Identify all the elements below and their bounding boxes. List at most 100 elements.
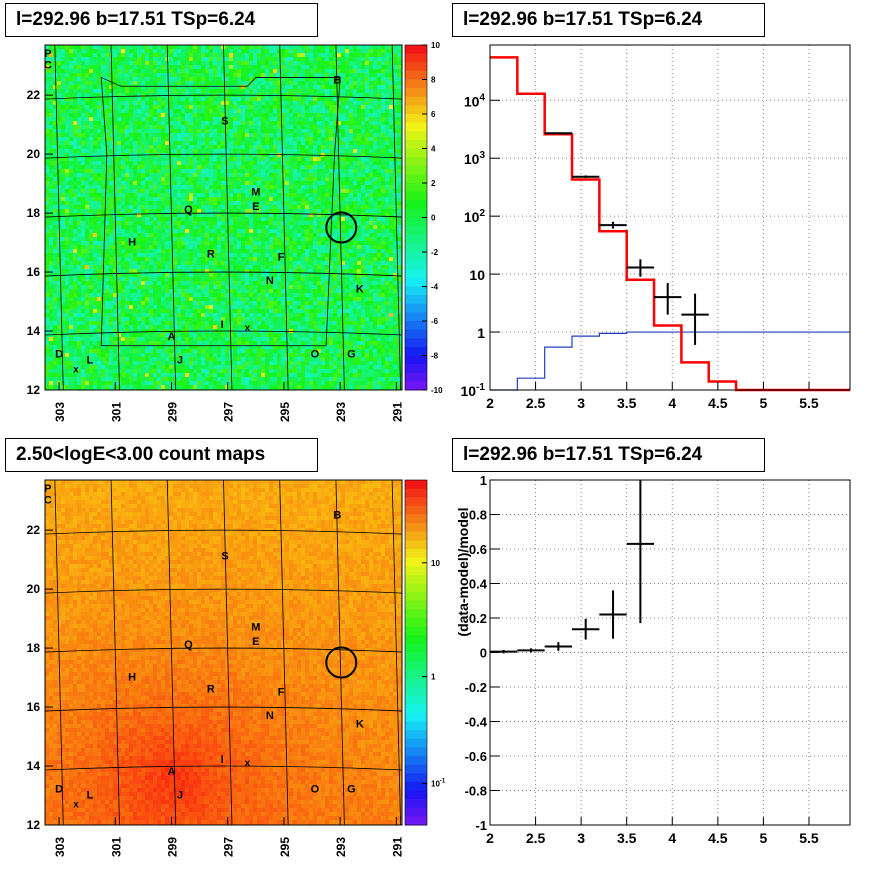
- heatmap-cell: [89, 249, 93, 253]
- heatmap-cell: [241, 197, 245, 201]
- heatmap-cell: [241, 109, 245, 113]
- heatmap-cell: [329, 113, 333, 117]
- top-right-title: l=292.96 b=17.51 TSp=6.24: [452, 3, 765, 37]
- heatmap-cell: [121, 45, 125, 49]
- heatmap-cell: [317, 165, 321, 169]
- heatmap-cell: [105, 241, 109, 245]
- heatmap-cell: [393, 261, 397, 265]
- heatmap-cell: [357, 69, 361, 73]
- heatmap-cell: [133, 101, 137, 105]
- heatmap-cell: [381, 49, 385, 53]
- heatmap-cell: [205, 125, 209, 129]
- heatmap-cell: [241, 145, 245, 149]
- heatmap-cell: [157, 221, 161, 225]
- heatmap-cell: [105, 205, 109, 209]
- heatmap-cell: [365, 241, 369, 245]
- heatmap-cell: [117, 121, 121, 125]
- heatmap-cell: [73, 65, 77, 69]
- heatmap-cell: [97, 209, 101, 213]
- heatmap-cell: [57, 193, 61, 197]
- heatmap-cell: [229, 157, 233, 161]
- heatmap-cell: [93, 161, 97, 165]
- heatmap-cell: [377, 189, 381, 193]
- heatmap-cell: [309, 105, 313, 109]
- heatmap-cell: [281, 77, 285, 81]
- heatmap-cell: [49, 149, 53, 153]
- heatmap-cell: [385, 45, 389, 49]
- heatmap-cell: [165, 249, 169, 253]
- heatmap-cell: [281, 53, 285, 57]
- heatmap-cell: [393, 193, 397, 197]
- heatmap-cell: [173, 85, 177, 89]
- heatmap-cell: [217, 69, 221, 73]
- heatmap-cell: [65, 213, 69, 217]
- heatmap-cell: [369, 117, 373, 121]
- heatmap-cell: [177, 117, 181, 121]
- heatmap-cell: [45, 141, 49, 145]
- heatmap-cell: [181, 241, 185, 245]
- heatmap-cell: [293, 97, 297, 101]
- heatmap-cell: [393, 205, 397, 209]
- heatmap-cell: [217, 245, 221, 249]
- heatmap-cell: [45, 233, 49, 237]
- heatmap-cell: [65, 249, 69, 253]
- heatmap-cell: [273, 157, 277, 161]
- heatmap-cell: [257, 137, 261, 141]
- heatmap-cell: [289, 169, 293, 173]
- heatmap-cell: [125, 141, 129, 145]
- heatmap-cell: [237, 201, 241, 205]
- heatmap-cell: [365, 177, 369, 181]
- heatmap-cell: [165, 105, 169, 109]
- heatmap-cell: [157, 65, 161, 69]
- heatmap-cell: [309, 185, 313, 189]
- heatmap-cell: [345, 65, 349, 69]
- heatmap-cell: [365, 141, 369, 145]
- heatmap-cell: [369, 201, 373, 205]
- heatmap-cell: [369, 137, 373, 141]
- heatmap-cell: [317, 225, 321, 229]
- heatmap-cell: [225, 221, 229, 225]
- heatmap-cell: [221, 209, 225, 213]
- heatmap-cell: [349, 177, 353, 181]
- heatmap-cell: [225, 165, 229, 169]
- heatmap-cell: [197, 253, 201, 257]
- heatmap-cell: [97, 229, 101, 233]
- heatmap-cell: [325, 65, 329, 69]
- heatmap-cell: [357, 61, 361, 65]
- heatmap-cell: [341, 113, 345, 117]
- heatmap-cell: [281, 209, 285, 213]
- heatmap-cell: [177, 89, 181, 93]
- heatmap-cell: [293, 237, 297, 241]
- heatmap-cell: [369, 133, 373, 137]
- heatmap-cell: [189, 161, 193, 165]
- heatmap-cell: [57, 165, 61, 169]
- heatmap-cell: [57, 261, 61, 265]
- heatmap-cell: [389, 45, 393, 49]
- heatmap-cell: [397, 165, 401, 169]
- heatmap-cell: [261, 161, 265, 165]
- heatmap-cell: [289, 165, 293, 169]
- heatmap-cell: [53, 89, 57, 93]
- heatmap-cell: [153, 101, 157, 105]
- heatmap-cell: [121, 117, 125, 121]
- heatmap-cell: [149, 117, 153, 121]
- heatmap-cell: [341, 81, 345, 85]
- heatmap-cell: [141, 213, 145, 217]
- heatmap-cell: [145, 157, 149, 161]
- heatmap-cell: [325, 205, 329, 209]
- heatmap-cell: [389, 57, 393, 61]
- heatmap-cell: [321, 49, 325, 53]
- heatmap-cell: [397, 237, 401, 241]
- heatmap-cell: [281, 137, 285, 141]
- heatmap-cell: [117, 145, 121, 149]
- heatmap-cell: [309, 49, 313, 53]
- heatmap-cell: [321, 197, 325, 201]
- heatmap-cell: [69, 173, 73, 177]
- heatmap-cell: [61, 73, 65, 77]
- heatmap-cell: [97, 129, 101, 133]
- heatmap-cell: [129, 225, 133, 229]
- heatmap-cell: [353, 121, 357, 125]
- heatmap-cell: [121, 177, 125, 181]
- heatmap-cell: [165, 101, 169, 105]
- heatmap-cell: [69, 237, 73, 241]
